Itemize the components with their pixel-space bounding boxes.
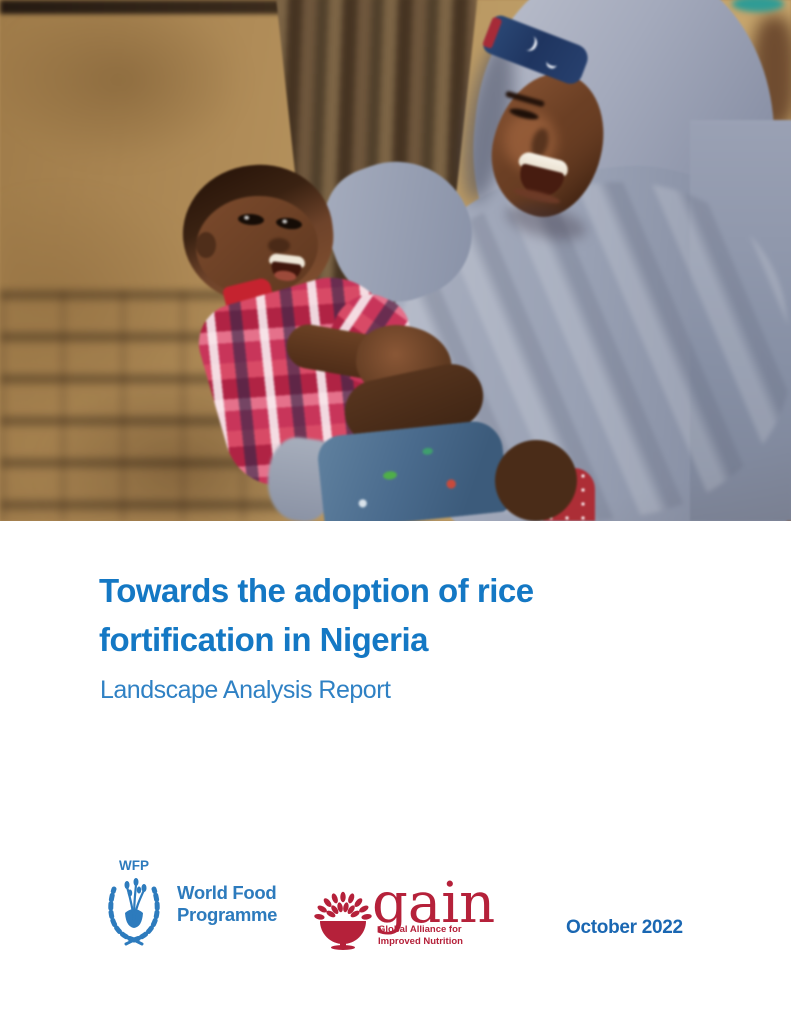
wfp-name-line-1: World Food bbox=[177, 882, 277, 903]
cover-photo bbox=[0, 0, 791, 521]
gain-bowl-icon bbox=[314, 891, 372, 950]
wfp-laurel-wreath bbox=[108, 886, 160, 946]
gain-tagline: Global Alliance for Improved Nutrition bbox=[378, 924, 463, 948]
wfp-grain-stalks bbox=[125, 883, 146, 921]
wfp-name-line-2: Programme bbox=[177, 903, 278, 925]
wfp-name: World Food Programme bbox=[177, 882, 277, 925]
page-subtitle: Landscape Analysis Report bbox=[100, 676, 391, 704]
baby-nose bbox=[268, 238, 290, 253]
gain-tagline-line-2: Improved Nutrition bbox=[378, 936, 463, 947]
title-line-1: Towards the adoption of rice bbox=[99, 572, 534, 609]
gain-tagline-line-1: Global Alliance for bbox=[378, 924, 462, 935]
publication-date: October 2022 bbox=[566, 917, 683, 938]
wfp-emblem-icon: WFP bbox=[108, 858, 160, 946]
gain-wordmark: gain bbox=[372, 871, 496, 936]
wfp-logo: WFP World Food Programme bbox=[103, 857, 293, 952]
photo-teal-spot bbox=[732, 0, 784, 12]
page-title: Towards the adoption of rice fortificati… bbox=[99, 566, 534, 664]
photo-vignette bbox=[0, 0, 791, 521]
cover-photo-layers bbox=[0, 0, 791, 521]
woman-hijab-right bbox=[690, 120, 791, 521]
gain-logo: gain Global Alliance for Improved Nutrit… bbox=[314, 876, 514, 955]
wfp-acronym: WFP bbox=[119, 858, 149, 873]
title-line-2: fortification in Nigeria bbox=[99, 621, 429, 658]
baby-ear bbox=[196, 232, 216, 258]
